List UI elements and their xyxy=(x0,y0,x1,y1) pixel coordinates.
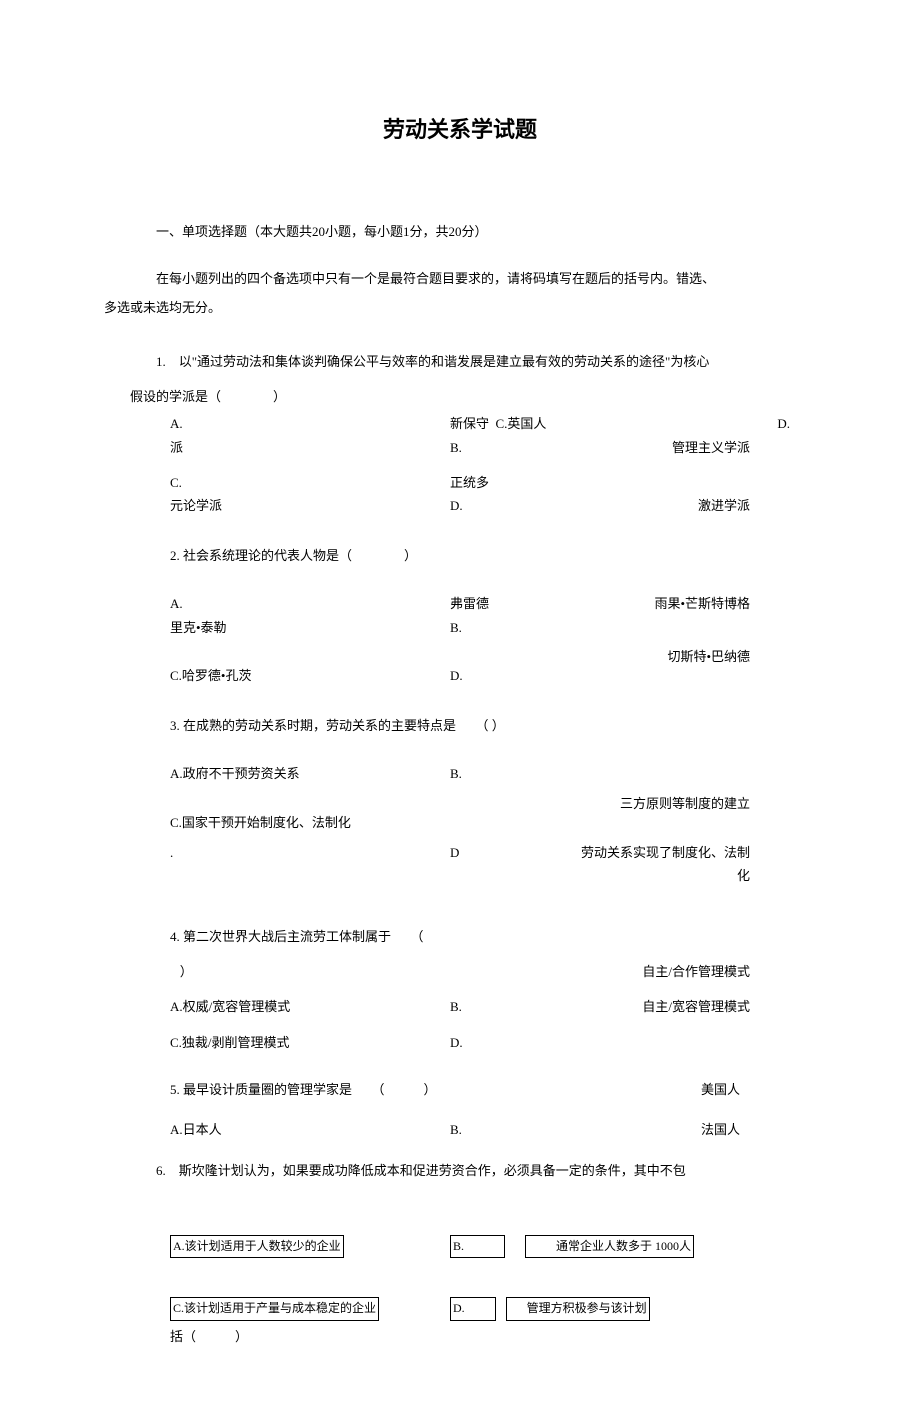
q6-b-label: B. xyxy=(450,1235,505,1259)
q1-stem-line2: 假设的学派是（ ） xyxy=(130,385,750,408)
q3-c-left: C.国家干预开始制度化、法制化 xyxy=(170,811,351,834)
q2-c-left: C.哈罗德•孔茨 xyxy=(170,664,251,687)
q5-right2: 法国人 xyxy=(701,1122,740,1137)
q6-c-box: C.该计划适用于产量与成本稳定的企业 xyxy=(170,1297,379,1321)
q3-b-mid: B. xyxy=(450,762,462,785)
q1-b-right: 管理主义学派 xyxy=(672,440,750,455)
q4-a-left: A.权威/宽容管理模式 xyxy=(170,995,290,1018)
q5-b-mid: B. xyxy=(450,1122,462,1137)
q4-b-top: 自主/合作管理模式 xyxy=(642,964,750,979)
q6-stem: 6. 斯坎隆计划认为，如果要成功降低成本和促进劳资合作，必须具备一定的条件，其中… xyxy=(130,1157,750,1186)
question-4: 4. 第二次世界大战后主流劳工体制属于 （ ） 自主/合作管理模式 A.权威/宽… xyxy=(130,923,750,1054)
page-title: 劳动关系学试题 xyxy=(170,110,750,150)
q1-d-right: 激进学派 xyxy=(698,498,750,513)
q3-b-right: 三方原则等制度的建立 xyxy=(620,796,750,811)
q6-a-box: A.该计划适用于人数较少的企业 xyxy=(170,1235,344,1259)
q4-stem1: 4. 第二次世界大战后主流劳工体制属于 （ xyxy=(170,923,750,952)
instruction-line2: 多选或未选均无分。 xyxy=(104,294,221,323)
q4-stem2: ） xyxy=(180,960,193,983)
q2-d-right: 切斯特•巴纳德 xyxy=(667,649,750,664)
q4-d-mid: D. xyxy=(450,1031,463,1054)
q3-a-left: A.政府不干预劳资关系 xyxy=(170,762,300,785)
q1-stem: 1. 以"通过劳动法和集体谈判确保公平与效率的和谐发展是建立最有效的劳动关系的途… xyxy=(130,348,750,377)
q2-a-mid1: 弗雷德 xyxy=(450,592,489,615)
q4-b-mid: B. xyxy=(450,995,462,1018)
question-2: 2. 社会系统理论的代表人物是（ ） A. 弗雷德 雨果•芒斯特博格 里克•泰勒… xyxy=(130,542,750,688)
q2-stem: 2. 社会系统理论的代表人物是（ ） xyxy=(170,542,750,571)
question-5: 5. 最早设计质量圈的管理学家是 （ ） 美国人 A.日本人 B. 法国人 xyxy=(130,1078,750,1141)
q2-a-mid2: B. xyxy=(450,616,462,639)
q3-d-right: 劳动关系实现了制度化、法制化 xyxy=(581,845,750,883)
q5-a-left: A.日本人 xyxy=(170,1122,222,1137)
q2-d-mid: D. xyxy=(450,664,463,687)
instruction-line1: 在每小题列出的四个备选项中只有一个是最符合题目要求的，请将码填写在题后的括号内。… xyxy=(156,271,715,286)
q6-d-box: 管理方积极参与该计划 xyxy=(506,1297,650,1321)
q6-d-label: D. xyxy=(450,1297,496,1321)
q5-stem: 5. 最早设计质量圈的管理学家是 （ ） xyxy=(170,1082,437,1097)
q2-b-right: 雨果•芒斯特博格 xyxy=(654,596,750,611)
question-1: 1. 以"通过劳动法和集体谈判确保公平与效率的和谐发展是建立最有效的劳动关系的途… xyxy=(130,348,750,518)
q2-a-left2: 里克•泰勒 xyxy=(170,616,227,639)
q1-c-mid2: D. xyxy=(450,494,463,517)
q4-b-right: 自主/宽容管理模式 xyxy=(642,999,750,1014)
q1-a-mid2: B. xyxy=(450,436,462,459)
q1-c-left2: 元论学派 xyxy=(170,494,222,517)
question-3: 3. 在成熟的劳动关系时期，劳动关系的主要特点是 （ ） A.政府不干预劳资关系… xyxy=(130,712,750,888)
q1-c-top: C.英国人 xyxy=(496,412,547,435)
q3-stem: 3. 在成熟的劳动关系时期，劳动关系的主要特点是 （ ） xyxy=(170,712,750,741)
q1-a-mid1: 新保守 xyxy=(450,412,489,435)
q1-a-prefix: A. xyxy=(170,412,183,435)
q6-b-box: 通常企业人数多于 1000人 xyxy=(525,1235,694,1259)
q4-c-left: C.独裁/剥削管理模式 xyxy=(170,1031,290,1054)
q3-dot: . xyxy=(170,841,173,864)
q1-num: 1. xyxy=(156,354,166,369)
q2-a-left1: A. xyxy=(170,592,183,615)
q1-c-mid1: 正统多 xyxy=(450,471,489,494)
section-header: 一、单项选择题（本大题共20小题，每小题1分，共20分） xyxy=(130,220,750,243)
q6-stem-text: 斯坎隆计划认为，如果要成功降低成本和促进劳资合作，必须具备一定的条件，其中不包 xyxy=(179,1163,686,1178)
q6-num: 6. xyxy=(156,1163,166,1178)
q1-a-left2: 派 xyxy=(170,436,183,459)
q5-right1: 美国人 xyxy=(701,1082,740,1097)
question-6: 6. 斯坎隆计划认为，如果要成功降低成本和促进劳资合作，必须具备一定的条件，其中… xyxy=(130,1157,750,1348)
instruction-text: 在每小题列出的四个备选项中只有一个是最符合题目要求的，请将码填写在题后的括号内。… xyxy=(130,265,750,322)
q1-far-d: D. xyxy=(777,412,790,435)
q1-c-left1: C. xyxy=(170,471,182,494)
q3-d-mid: D xyxy=(450,841,459,864)
q6-tail: 括（ ） xyxy=(170,1325,750,1348)
q1-stem-text1: 以"通过劳动法和集体谈判确保公平与效率的和谐发展是建立最有效的劳动关系的途径"为… xyxy=(179,354,710,369)
